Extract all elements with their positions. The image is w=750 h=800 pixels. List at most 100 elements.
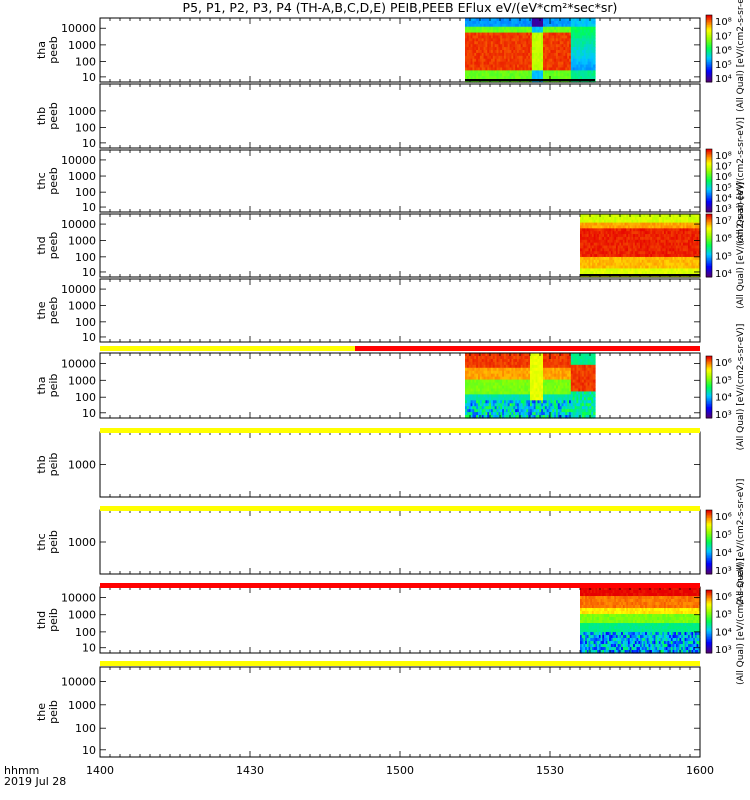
- heat-cell: [496, 50, 500, 54]
- heat-cell: [492, 406, 496, 410]
- heat-cell: [544, 361, 548, 366]
- heat-cell: [468, 403, 472, 407]
- heat-cell: [485, 400, 488, 404]
- heat-cell: [479, 406, 483, 410]
- heat-cell: [636, 239, 639, 244]
- heat-cell: [641, 214, 645, 218]
- heat-cell: [590, 214, 593, 218]
- heat-cell: [494, 44, 498, 48]
- heat-cell: [589, 52, 592, 57]
- heat-cell: [465, 47, 468, 51]
- heat-cell: [583, 32, 587, 37]
- heat-cell: [602, 268, 605, 272]
- heat-cell: [513, 61, 516, 66]
- heat-cell: [592, 617, 595, 621]
- heat-cell: [507, 406, 511, 410]
- heat-cell: [665, 214, 669, 218]
- heat-cell: [470, 38, 474, 42]
- heat-cell: [466, 50, 470, 54]
- heat-cell: [478, 70, 481, 74]
- heat-cell: [638, 234, 641, 238]
- heat-cell: [640, 265, 643, 270]
- heat-cell: [580, 391, 583, 395]
- heat-cell: [593, 403, 596, 407]
- heat-cell: [598, 626, 602, 630]
- heat-cell: [513, 361, 516, 366]
- heat-cell: [535, 364, 539, 369]
- heat-cell: [530, 73, 533, 77]
- heat-cell: [556, 38, 559, 42]
- heat-cell: [502, 18, 505, 22]
- heat-cell: [676, 245, 679, 249]
- heat-cell: [604, 268, 607, 272]
- heat-cell: [604, 225, 607, 229]
- heat-cell: [491, 64, 494, 69]
- heat-cell: [582, 58, 585, 63]
- heat-cell: [546, 403, 550, 407]
- heat-cell: [587, 397, 591, 401]
- heat-cell: [591, 382, 594, 387]
- heat-cell: [507, 64, 511, 69]
- heat-cell: [559, 20, 563, 25]
- heat-cell: [658, 245, 662, 249]
- heat-cell: [602, 587, 605, 591]
- heat-cell: [590, 593, 593, 597]
- heat-cell: [694, 254, 698, 258]
- heat-cell: [465, 67, 468, 71]
- heat-cell: [580, 379, 583, 384]
- heat-cell: [507, 67, 511, 71]
- heat-cell: [554, 50, 557, 54]
- heat-cell: [513, 385, 516, 390]
- heat-cell: [640, 242, 643, 247]
- heat-cell: [648, 239, 651, 244]
- heat-cell: [479, 70, 483, 74]
- heat-cell: [586, 608, 590, 612]
- heat-cell: [590, 225, 593, 229]
- heat-cell: [487, 379, 490, 384]
- heat-cell: [580, 268, 583, 272]
- heat-cell: [500, 52, 503, 57]
- heat-cell: [552, 76, 555, 80]
- heat-cell: [539, 67, 542, 71]
- heat-cell: [487, 409, 490, 413]
- heat-cell: [518, 364, 522, 369]
- heat-cell: [653, 222, 657, 227]
- heat-cell: [498, 76, 501, 80]
- heat-cell: [479, 41, 483, 45]
- heat-cell: [641, 251, 645, 255]
- heat-cell: [504, 403, 507, 407]
- heat-cell: [517, 400, 520, 404]
- heat-cell: [537, 415, 540, 419]
- heat-cell: [648, 262, 651, 267]
- heat-cell: [624, 219, 627, 224]
- heat-cell: [585, 52, 589, 57]
- heat-cell: [589, 406, 592, 410]
- heat-cell: [624, 231, 627, 235]
- heat-cell: [537, 412, 540, 416]
- heat-cell: [691, 242, 694, 247]
- heat-cell: [494, 400, 498, 404]
- heat-cell: [502, 20, 505, 25]
- heat-cell: [494, 364, 498, 369]
- heat-cell: [614, 216, 617, 221]
- heat-cell: [604, 228, 607, 232]
- heat-cell: [677, 254, 681, 258]
- heat-cell: [530, 353, 533, 357]
- heat-cell: [515, 367, 518, 372]
- heat-cell: [669, 254, 672, 258]
- heat-cell: [655, 251, 658, 255]
- heat-cell: [513, 373, 516, 378]
- heat-cell: [496, 397, 500, 401]
- heat-cell: [684, 251, 687, 255]
- heat-cell: [520, 353, 524, 357]
- heat-cell: [507, 355, 511, 360]
- heat-cell: [583, 644, 586, 648]
- heat-cell: [648, 251, 651, 255]
- heat-cell: [502, 58, 505, 63]
- heat-cell: [587, 67, 591, 71]
- heat-cell: [631, 254, 634, 258]
- heat-cell: [468, 382, 472, 387]
- heat-cell: [509, 67, 513, 71]
- heat-cell: [667, 268, 670, 272]
- heat-cell: [483, 47, 487, 51]
